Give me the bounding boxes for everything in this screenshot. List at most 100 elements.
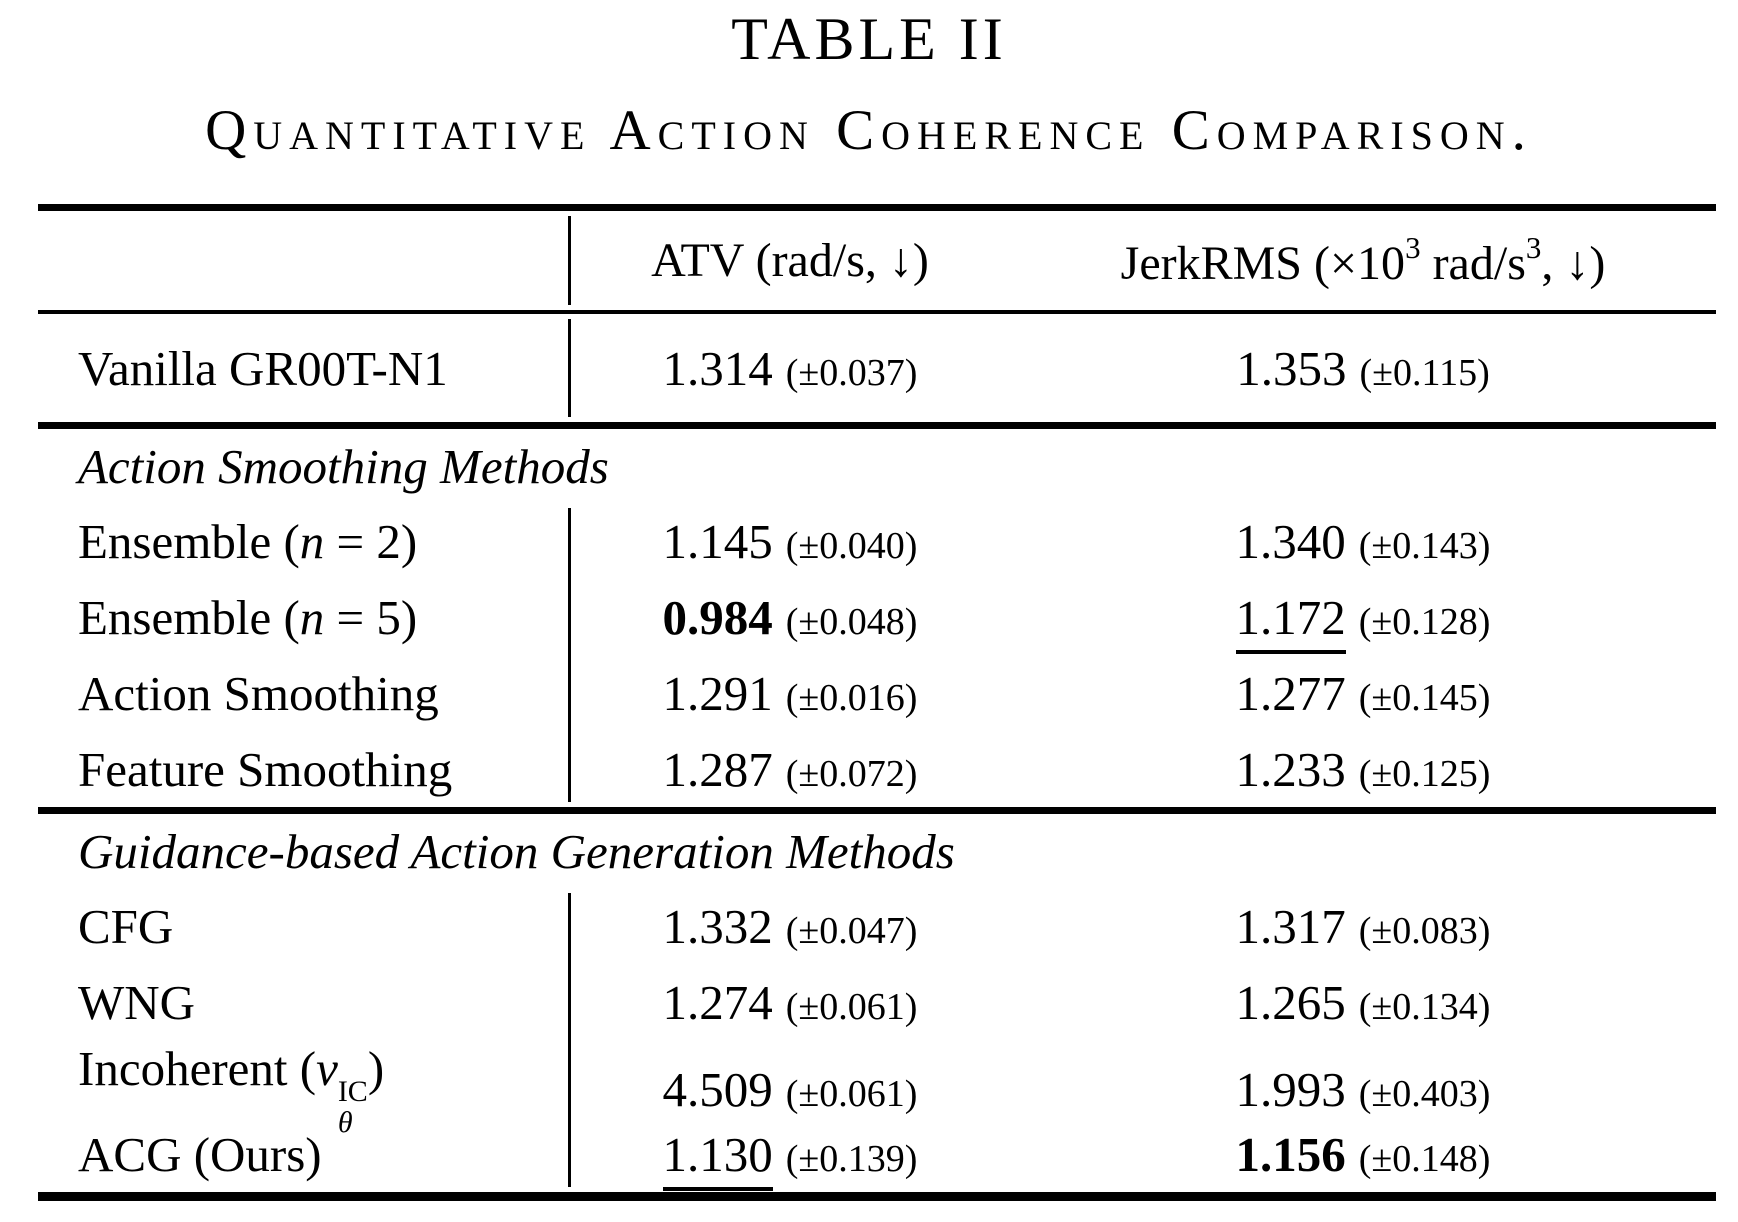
atv-cell: 1.145 (±0.040) (570, 513, 1010, 570)
header-group: ATV (rad/s, ↓) JerkRMS (×103 rad/s3, ↓) (38, 211, 1716, 310)
jerk-cell: 1.172 (±0.128) (1010, 589, 1716, 654)
atv-stderr: (±0.061) (785, 1072, 918, 1115)
row-method: ACG (Ours) (78, 1126, 322, 1182)
jerk-value: 1.317 (1235, 898, 1346, 954)
jerk-stderr: (±0.128) (1358, 600, 1491, 643)
jerk-value: 1.233 (1235, 741, 1346, 797)
jerk-value: 1.993 (1235, 1061, 1346, 1117)
subscript: θ (337, 1106, 353, 1139)
jerk-cell: 1.317 (±0.083) (1010, 898, 1716, 955)
table-row: Vanilla GR00T-N1 1.314 (±0.037) 1.353 (±0.… (38, 314, 1716, 422)
math-variable: n (299, 513, 325, 569)
column-divider (568, 319, 571, 417)
jerk-stderr: (±0.134) (1358, 985, 1491, 1028)
atv-stderr: (±0.037) (785, 351, 918, 394)
header-row: ATV (rad/s, ↓) JerkRMS (×103 rad/s3, ↓) (38, 211, 1716, 310)
bottom-rule (38, 1192, 1716, 1201)
column-divider (568, 508, 571, 802)
row-method: CFG (78, 898, 174, 954)
jerk-value: 1.353 (1236, 340, 1347, 396)
section-rows: CFG 1.332 (±0.047) 1.317 (±0.083) WNG 1.27… (38, 888, 1716, 1192)
atv-stderr: (±0.016) (785, 676, 918, 719)
column-header-jerkrms: JerkRMS (×103 rad/s3, ↓) (1010, 230, 1716, 291)
atv-header-label: ATV (rad/s, ↓) (651, 234, 929, 287)
atv-stderr: (±0.040) (785, 524, 918, 567)
jerk-stderr: (±0.115) (1359, 351, 1490, 394)
row-method: Vanilla GR00T-N1 (78, 340, 448, 396)
section-title: Action Smoothing Methods (78, 438, 609, 494)
row-method: Ensemble (n = 2) (78, 513, 418, 569)
jerk-value-second-best: 1.172 (1235, 589, 1346, 654)
jerk-stderr: (±0.403) (1358, 1072, 1491, 1115)
jerk-cell: 1.993 (±0.403) (1010, 1061, 1716, 1118)
atv-cell: 1.332 (±0.047) (570, 898, 1010, 955)
table-row: WNG 1.274 (±0.061) 1.265 (±0.134) (38, 964, 1716, 1040)
section-title: Guidance-based Action Generation Methods (78, 823, 955, 879)
jerk-value: 1.340 (1235, 513, 1346, 569)
math-supsub: IC θ (338, 1076, 368, 1138)
top-rule (38, 204, 1716, 211)
jerk-value: 1.265 (1235, 974, 1346, 1030)
section-separator-rule (38, 807, 1716, 814)
table-title: TABLE II (731, 6, 1007, 72)
table-row: CFG 1.332 (±0.047) 1.317 (±0.083) (38, 888, 1716, 964)
jerk-cell: 1.233 (±0.125) (1010, 741, 1716, 798)
jerk-value: 1.277 (1235, 665, 1346, 721)
table-caption: Quantitative Action Coherence Comparison… (205, 99, 1533, 162)
atv-value: 4.509 (662, 1061, 773, 1117)
jerk-cell: 1.156 (±0.148) (1010, 1126, 1716, 1183)
atv-stderr: (±0.072) (785, 752, 918, 795)
jerk-cell: 1.353 (±0.115) (1010, 340, 1716, 397)
row-method: Action Smoothing (78, 665, 439, 721)
comparison-table: ATV (rad/s, ↓) JerkRMS (×103 rad/s3, ↓) … (38, 204, 1716, 1201)
jerk-stderr: (±0.125) (1358, 752, 1491, 795)
row-method: Incoherent (v IC θ) (78, 1041, 385, 1139)
row-method: Feature Smoothing (78, 741, 453, 797)
jerk-cell: 1.265 (±0.134) (1010, 974, 1716, 1031)
atv-value-second-best: 1.130 (662, 1126, 773, 1191)
jerk-cell: 1.340 (±0.143) (1010, 513, 1716, 570)
atv-value: 1.287 (662, 741, 773, 797)
header-separator-rule (38, 310, 1716, 314)
row-method: Ensemble (n = 5) (78, 589, 418, 645)
atv-cell: 0.984 (±0.048) (570, 589, 1010, 646)
atv-value-best: 0.984 (662, 589, 773, 645)
table-row: ACG (Ours) 1.130 (±0.139) 1.156 (±0.148) (38, 1116, 1716, 1192)
atv-cell: 1.130 (±0.139) (570, 1126, 1010, 1191)
atv-value: 1.332 (662, 898, 773, 954)
baseline-group: Vanilla GR00T-N1 1.314 (±0.037) 1.353 (±0.… (38, 314, 1716, 422)
atv-stderr: (±0.048) (785, 600, 918, 643)
column-divider (568, 216, 571, 305)
exponent: 3 (1405, 230, 1421, 265)
column-header-atv: ATV (rad/s, ↓) (570, 233, 1010, 288)
math-variable: v (316, 1041, 338, 1096)
jerk-stderr: (±0.143) (1358, 524, 1491, 567)
atv-cell: 4.509 (±0.061) (570, 1061, 1010, 1118)
table-row: Action Smoothing 1.291 (±0.016) 1.277 (±0.… (38, 655, 1716, 731)
atv-cell: 1.274 (±0.061) (570, 974, 1010, 1031)
jerk-stderr: (±0.083) (1358, 909, 1491, 952)
table-row: Feature Smoothing 1.287 (±0.072) 1.233 (±0… (38, 731, 1716, 807)
section-guidance-based: Guidance-based Action Generation Methods… (38, 814, 1716, 1192)
atv-stderr: (±0.047) (785, 909, 918, 952)
table-row: Incoherent (v IC θ) 4.509 (±0.061) 1.993 (±0… (38, 1040, 1716, 1138)
jerk-cell: 1.277 (±0.145) (1010, 665, 1716, 722)
atv-stderr: (±0.139) (785, 1137, 918, 1180)
atv-value: 1.291 (662, 665, 773, 721)
superscript: IC (337, 1075, 368, 1108)
table-row: Ensemble (n = 2) 1.145 (±0.040) 1.340 (±0.… (38, 503, 1716, 579)
section-action-smoothing: Action Smoothing Methods Ensemble (n = 2… (38, 429, 1716, 807)
atv-cell: 1.314 (±0.037) (570, 340, 1010, 397)
atv-cell: 1.291 (±0.016) (570, 665, 1010, 722)
table-row: Ensemble (n = 5) 0.984 (±0.048) 1.172 (±0.… (38, 579, 1716, 655)
atv-stderr: (±0.061) (785, 985, 918, 1028)
jerk-stderr: (±0.145) (1358, 676, 1491, 719)
atv-value: 1.314 (662, 340, 773, 396)
jerk-stderr: (±0.148) (1358, 1137, 1491, 1180)
jerk-value-best: 1.156 (1235, 1126, 1346, 1182)
exponent: 3 (1525, 230, 1542, 265)
section-separator-rule (38, 422, 1716, 429)
row-method: WNG (78, 974, 196, 1030)
atv-value: 1.145 (662, 513, 773, 569)
